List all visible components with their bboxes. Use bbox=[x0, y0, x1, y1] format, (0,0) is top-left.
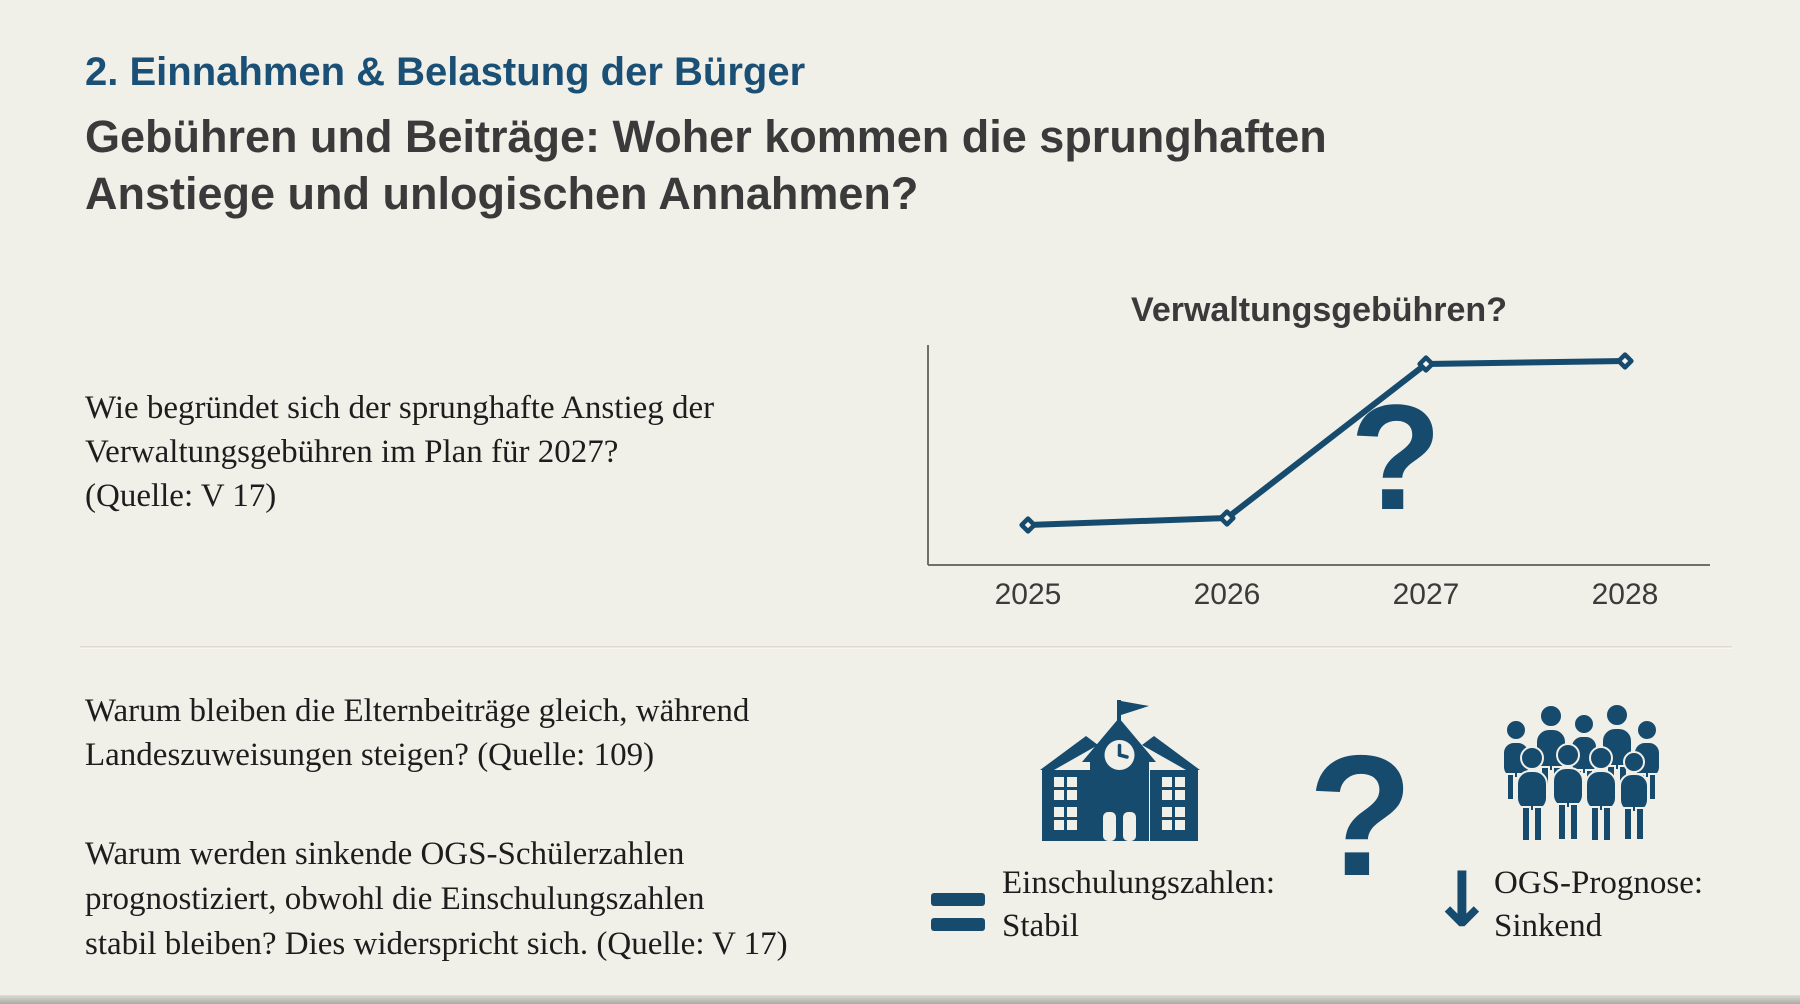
question-text-elternbeitraege: Warum bleiben die Elternbeiträge gleich,… bbox=[85, 693, 750, 773]
einschulungszahlen-label: Einschulungszahlen: Stabil bbox=[1002, 865, 1276, 944]
section-divider bbox=[80, 646, 1732, 649]
chart-question-mark-annotation: ? bbox=[1350, 373, 1442, 541]
page-title: Gebühren und Beiträge: Woher kommen die … bbox=[85, 111, 1327, 219]
fees-line-chart: 2025 2026 2027 2028 bbox=[900, 300, 1750, 640]
chart-title: Verwaltungsgebühren? bbox=[1131, 291, 1507, 329]
question-text-fees: Wie begründet sich der sprunghafte Ansti… bbox=[85, 390, 715, 514]
down-arrow-icon: ↓ bbox=[1430, 855, 1494, 944]
bottom-edge bbox=[0, 995, 1800, 1004]
x-tick-label: 2027 bbox=[1392, 578, 1460, 611]
x-tick-label: 2028 bbox=[1591, 578, 1659, 611]
question-mark-symbol: ? bbox=[1308, 720, 1414, 912]
section-title: 2. Einnahmen & Belastung der Bürger bbox=[85, 50, 806, 94]
school-building-icon bbox=[1040, 700, 1200, 841]
ogs-prognose-label: OGS-Prognose: Sinkend bbox=[1494, 865, 1704, 944]
people-group-icon bbox=[1502, 703, 1661, 842]
question-text-ogs: Warum werden sinkende OGS-Schülerzahlen … bbox=[85, 836, 788, 962]
x-tick-label: 2026 bbox=[1193, 578, 1261, 611]
x-tick-label: 2025 bbox=[994, 578, 1062, 611]
equals-icon bbox=[931, 893, 985, 932]
line-chart-canvas bbox=[927, 345, 1710, 566]
